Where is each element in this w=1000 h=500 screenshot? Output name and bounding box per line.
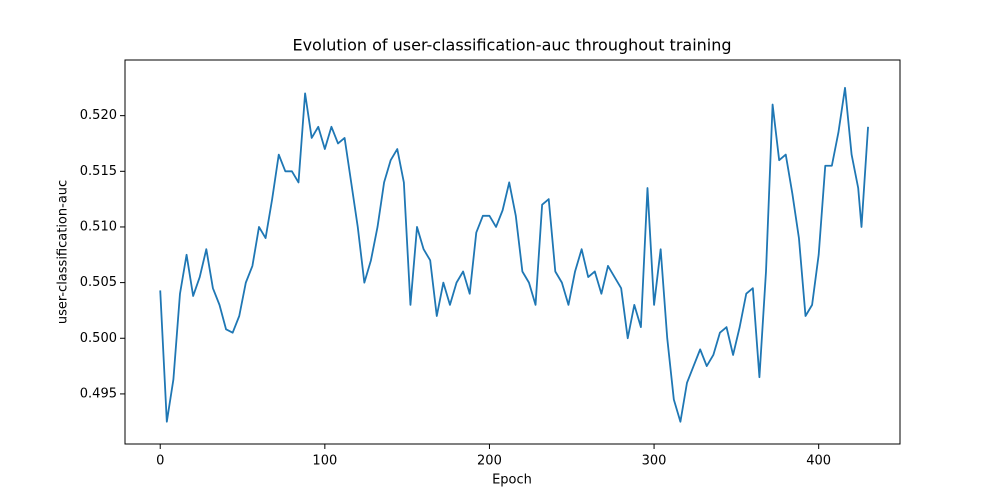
x-tick-label: 200 [477,454,502,469]
x-tick-label: 0 [156,454,164,469]
chart-title: Evolution of user-classification-auc thr… [292,36,731,55]
y-tick-label: 0.500 [80,331,117,346]
y-axis-label: user-classification-auc [56,180,71,324]
y-tick-label: 0.520 [80,108,117,123]
y-tick-label: 0.495 [80,386,117,401]
y-tick-label: 0.515 [80,164,117,179]
x-tick-label: 400 [806,454,831,469]
x-tick-label: 100 [312,454,337,469]
plot-frame [124,59,901,445]
y-tick-label: 0.505 [80,275,117,290]
y-tick-label: 0.510 [80,219,117,234]
data-line [159,86,869,423]
x-tick-label: 300 [642,454,667,469]
x-axis-label: Epoch [492,473,532,488]
